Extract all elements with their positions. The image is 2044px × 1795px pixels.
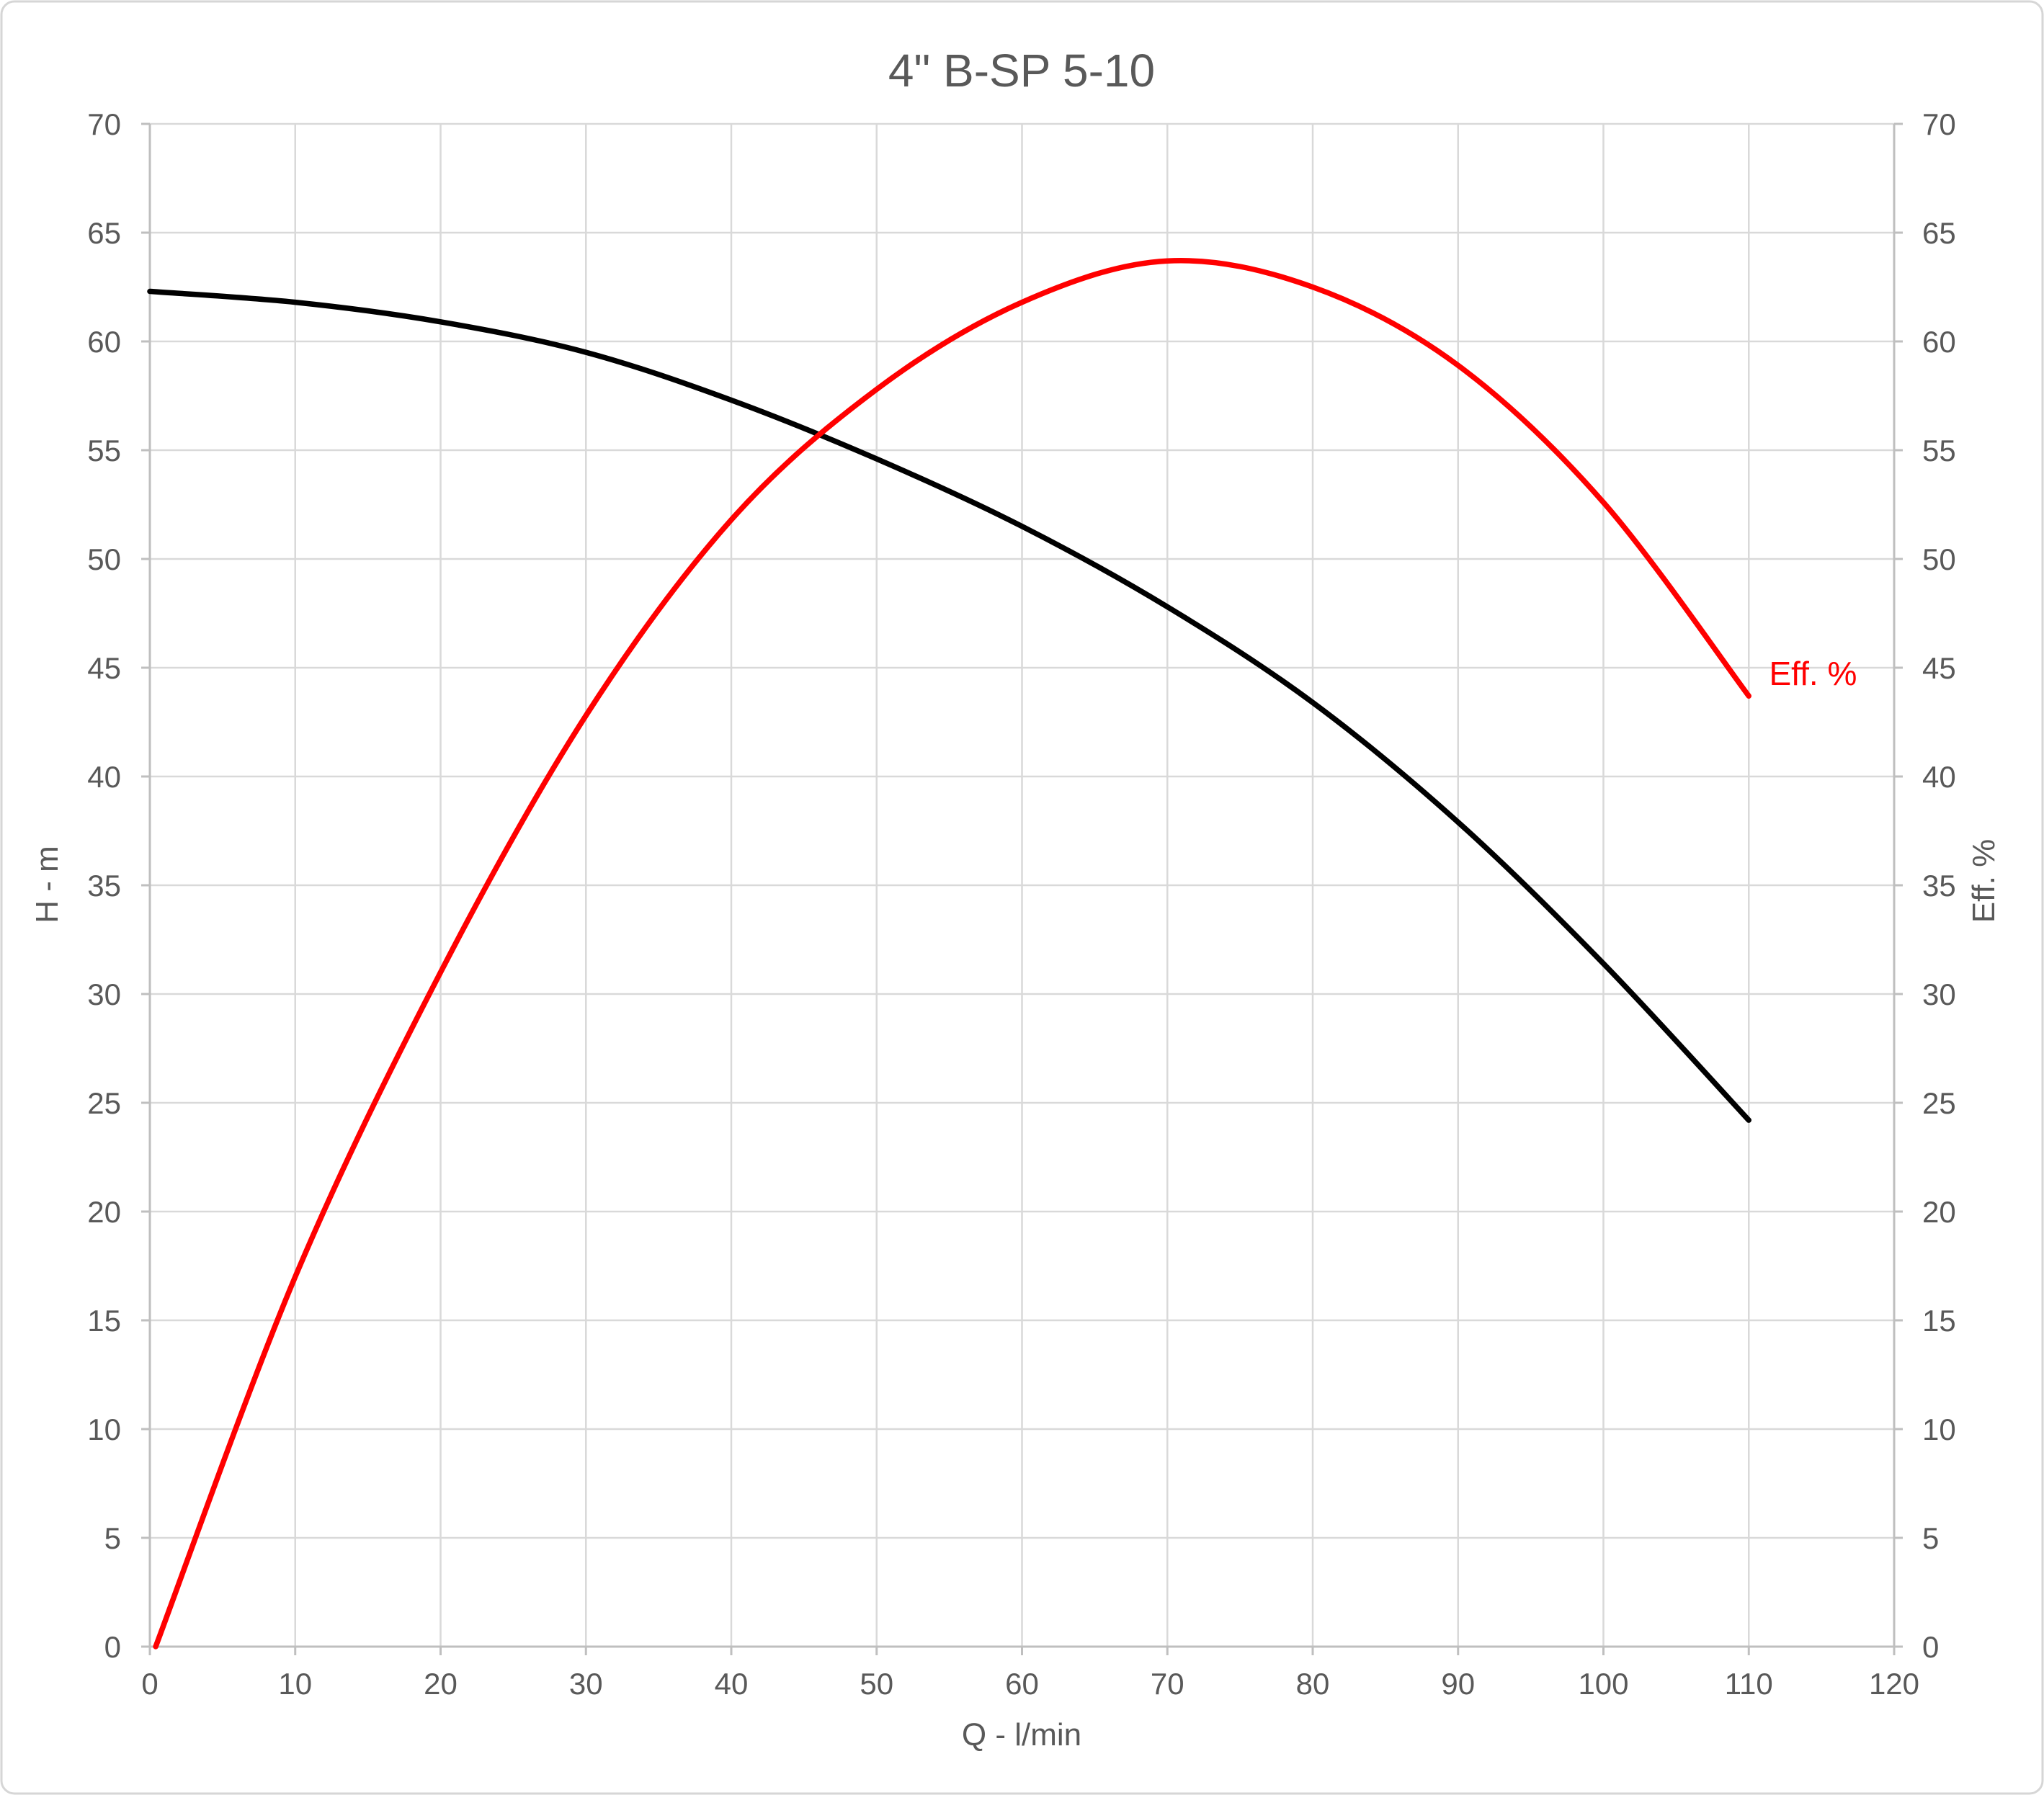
x-tick-label: 80 [1296, 1667, 1330, 1701]
left-axis-title: H - m [30, 846, 65, 923]
right-tick-label: 60 [1922, 325, 1956, 359]
right-tick-label: 45 [1922, 651, 1956, 685]
right-tick-label: 0 [1922, 1630, 1939, 1664]
tick-marks [141, 122, 1903, 1655]
right-tick-label: 55 [1922, 434, 1956, 467]
right-tick-label: 20 [1922, 1195, 1956, 1229]
right-tick-label: 5 [1922, 1521, 1939, 1555]
right-axis-tick-labels: 0 5 10 15 20 25 30 35 40 45 50 55 60 65 70 [1922, 107, 1956, 1664]
left-tick-label: 30 [87, 977, 121, 1011]
x-tick-label: 110 [1725, 1667, 1773, 1701]
right-tick-label: 15 [1922, 1304, 1956, 1338]
left-tick-label: 60 [87, 325, 121, 359]
left-tick-label: 35 [87, 869, 121, 903]
right-tick-label: 50 [1922, 542, 1956, 576]
left-axis-tick-labels: 0 5 10 15 20 25 30 35 40 45 50 55 60 65 70 [87, 107, 121, 1664]
left-tick-label: 65 [87, 216, 121, 250]
left-tick-label: 25 [87, 1086, 121, 1120]
x-tick-label: 50 [860, 1667, 893, 1701]
x-tick-label: 100 [1578, 1667, 1628, 1701]
left-tick-label: 40 [87, 760, 121, 794]
x-tick-label: 40 [715, 1667, 749, 1701]
left-tick-label: 20 [87, 1195, 121, 1229]
left-tick-label: 15 [87, 1304, 121, 1338]
right-tick-label: 30 [1922, 977, 1956, 1011]
gridlines [150, 122, 1896, 1647]
x-tick-label: 0 [141, 1667, 158, 1701]
x-axis-title: Q - l/min [962, 1717, 1081, 1753]
chart-title: 4" B-SP 5-10 [888, 45, 1155, 97]
right-tick-label: 25 [1922, 1086, 1956, 1120]
x-axis-tick-labels: 0 10 20 30 40 50 60 70 80 90 100 110 120 [141, 1667, 1919, 1701]
x-tick-label: 70 [1151, 1667, 1184, 1701]
left-tick-label: 70 [87, 107, 121, 141]
x-tick-label: 10 [278, 1667, 312, 1701]
right-tick-label: 35 [1922, 869, 1956, 903]
left-tick-label: 45 [87, 651, 121, 685]
head-curve [147, 288, 1751, 1123]
x-tick-label: 90 [1441, 1667, 1475, 1701]
right-tick-label: 70 [1922, 107, 1956, 141]
efficiency-curve [153, 258, 1751, 1649]
left-tick-label: 50 [87, 542, 121, 576]
x-tick-label: 60 [1005, 1667, 1039, 1701]
right-tick-label: 10 [1922, 1413, 1956, 1446]
x-tick-label: 20 [424, 1667, 458, 1701]
right-tick-label: 40 [1922, 760, 1956, 794]
left-tick-label: 5 [104, 1521, 121, 1555]
efficiency-series-label: Eff. % [1769, 655, 1857, 692]
left-tick-label: 55 [87, 434, 121, 467]
right-tick-label: 65 [1922, 216, 1956, 250]
left-tick-label: 10 [87, 1413, 121, 1446]
x-tick-label: 30 [569, 1667, 603, 1701]
right-axis-title: Eff. % [1966, 839, 2001, 923]
left-tick-label: 0 [104, 1630, 121, 1664]
x-tick-label: 120 [1869, 1667, 1919, 1701]
